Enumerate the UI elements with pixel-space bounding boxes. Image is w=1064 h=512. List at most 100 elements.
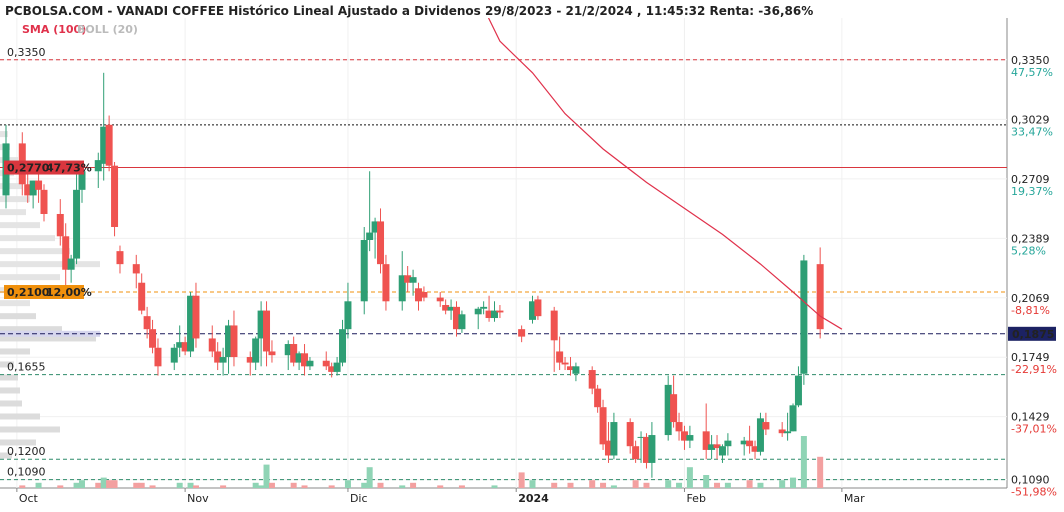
- volume-bar: [100, 477, 107, 488]
- candle: [556, 336, 564, 371]
- candle-body: [284, 344, 292, 356]
- candle: [176, 325, 184, 358]
- candle-body: [225, 325, 233, 358]
- candle-body: [398, 275, 406, 302]
- candle: [610, 412, 618, 460]
- candle: [718, 444, 726, 463]
- volume-bar: [800, 436, 807, 488]
- volume-bar: [518, 472, 525, 488]
- candle-body: [610, 422, 618, 456]
- volume-bar: [95, 482, 102, 488]
- candle-body: [24, 184, 32, 196]
- candle-body: [740, 440, 748, 445]
- candle-body: [708, 444, 716, 450]
- level-pct-label: 12,00%: [46, 286, 92, 299]
- candle-body: [670, 394, 678, 423]
- candle: [35, 173, 43, 203]
- volume-bar: [133, 482, 140, 488]
- candle-body: [268, 351, 276, 356]
- candle-body: [100, 126, 108, 164]
- candle-body: [534, 299, 542, 317]
- candle-body: [252, 338, 260, 363]
- candle: [94, 152, 102, 188]
- candle-body: [40, 189, 48, 214]
- time-axis: Oct Nov Dic 2024 Feb Mar: [16, 488, 865, 505]
- candle-body: [111, 165, 119, 227]
- volume-bar: [676, 482, 683, 488]
- candle: [404, 266, 412, 293]
- candle-body: [328, 366, 336, 372]
- candle-body: [339, 329, 347, 363]
- price-tick-label: 0,2389: [1011, 232, 1050, 245]
- candle: [550, 306, 558, 372]
- candle: [670, 375, 678, 428]
- level-pct-label: 47,73%: [46, 162, 92, 175]
- candle: [746, 425, 754, 454]
- volume-profile-bar: [0, 313, 36, 320]
- candle-body: [626, 422, 634, 447]
- indicator-sma-label: SMA (100): [22, 23, 86, 36]
- candle-body: [480, 306, 488, 309]
- candle-body: [187, 295, 195, 352]
- candle: [56, 199, 64, 246]
- candle-body: [154, 347, 162, 367]
- candle-body: [208, 338, 216, 352]
- candle: [284, 340, 292, 371]
- candle-body: [192, 295, 200, 339]
- candle: [453, 301, 461, 337]
- candle: [604, 422, 612, 463]
- candle: [713, 435, 721, 460]
- pct-tick-label: -51,98%: [1011, 486, 1057, 499]
- volume-bar: [366, 467, 373, 488]
- candle: [648, 422, 656, 478]
- level-label-box: [4, 160, 84, 175]
- volume-profile-bar: [0, 413, 40, 420]
- volume-bar: [665, 480, 672, 488]
- candle-body: [415, 288, 423, 302]
- candle-body: [588, 370, 596, 389]
- candle: [442, 299, 450, 315]
- candle-body: [746, 440, 754, 447]
- volume-bar: [78, 480, 85, 488]
- candle-body: [637, 436, 645, 438]
- candle-body: [447, 306, 455, 311]
- candle-body: [301, 353, 309, 367]
- volume-profile-bar: [0, 300, 30, 307]
- candle-body: [599, 407, 607, 445]
- price-tick-label: 0,3029: [1011, 113, 1050, 126]
- candle: [816, 247, 824, 339]
- candle: [306, 357, 314, 371]
- volume-bar: [192, 485, 199, 488]
- candle-body: [94, 160, 102, 172]
- candle-body: [176, 342, 184, 348]
- candle-body: [702, 431, 710, 450]
- candle: [626, 418, 634, 454]
- volume-bar: [643, 482, 650, 488]
- candle-body: [371, 221, 379, 233]
- volume-profile-bar: [0, 400, 22, 407]
- candle: [24, 171, 32, 203]
- volume-bar: [746, 480, 753, 488]
- volume-bar: [714, 482, 721, 488]
- volume-bar: [220, 485, 227, 488]
- time-tick-label: 2024: [518, 492, 549, 505]
- candle: [588, 366, 596, 395]
- candle: [436, 292, 444, 307]
- candle: [116, 245, 124, 274]
- volume-bar: [551, 482, 558, 488]
- candle-body: [794, 375, 802, 406]
- volume-bar: [258, 485, 265, 488]
- candle: [680, 425, 688, 450]
- volume-bar: [301, 485, 308, 488]
- volume-bar: [176, 482, 183, 488]
- candle-body: [686, 435, 694, 441]
- sma-100-line: [487, 18, 843, 330]
- candle-body: [724, 440, 732, 447]
- volume-bar: [817, 456, 824, 488]
- volume-bar: [410, 482, 417, 488]
- candle-body: [561, 362, 569, 365]
- candle: [246, 351, 254, 376]
- volume-profile-bar: [0, 235, 55, 242]
- candle: [496, 305, 504, 319]
- volume-bar: [567, 482, 574, 488]
